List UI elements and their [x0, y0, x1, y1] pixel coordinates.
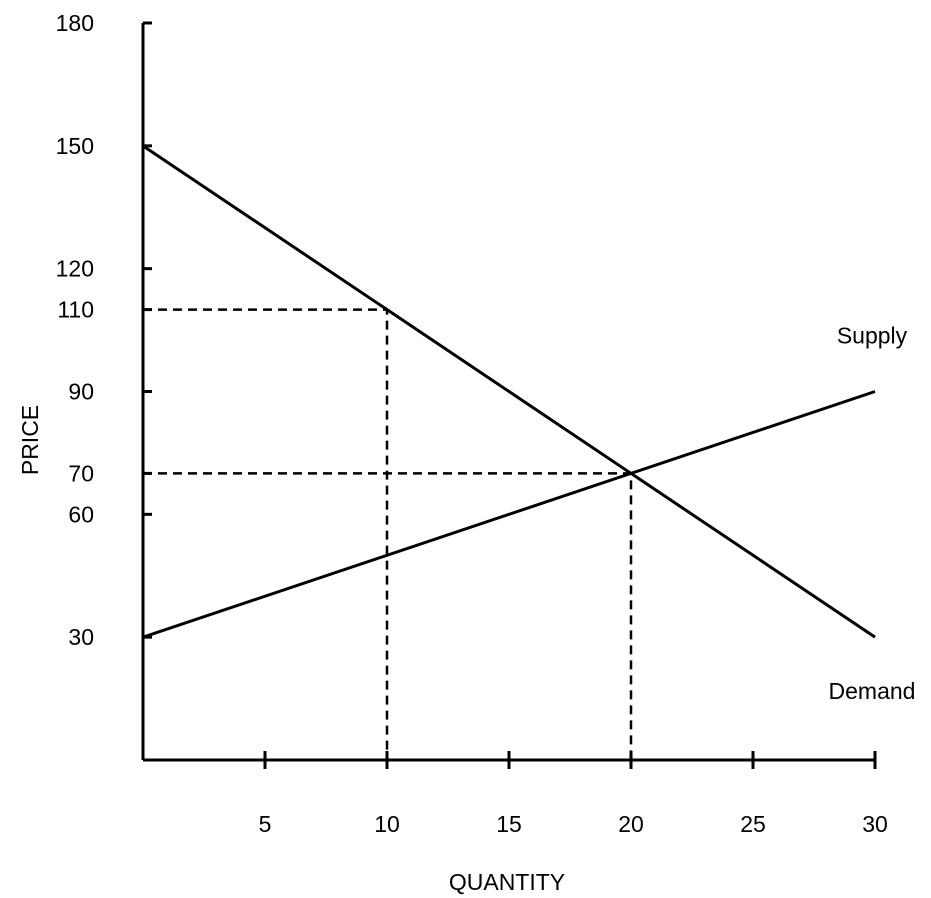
x-tick-label-10: 10: [374, 811, 400, 837]
y-tick-label-180: 180: [56, 10, 94, 36]
reference-lines: [143, 308, 633, 760]
y-tick-label-150: 150: [56, 133, 94, 159]
y-tick-label-90: 90: [68, 379, 94, 405]
supply-label: Supply: [837, 323, 908, 349]
reference-line-1: [143, 308, 389, 760]
y-axis-title: PRICE: [17, 405, 43, 475]
demand-label: Demand: [829, 678, 916, 704]
x-tick-label-20: 20: [618, 811, 644, 837]
axes: [141, 21, 877, 769]
x-tick-label-5: 5: [259, 811, 272, 837]
x-tick-label-15: 15: [496, 811, 522, 837]
y-tick-label-60: 60: [68, 501, 94, 527]
x-tick-label-25: 25: [740, 811, 766, 837]
y-tick-label-70: 70: [68, 460, 94, 486]
x-axis-title: QUANTITY: [449, 869, 565, 895]
curves: [142, 144, 876, 639]
y-tick-label-30: 30: [68, 624, 94, 650]
y-tick-label-110: 110: [57, 297, 94, 323]
demand-curve: [142, 144, 876, 639]
supply-curve: [142, 390, 876, 639]
y-tick-label-120: 120: [56, 256, 94, 282]
labels: 5 10 15 20 25 30 30 60 70 90 110 120 150 180 Supply Dem…: [56, 10, 916, 837]
x-tick-label-30: 30: [862, 811, 888, 837]
